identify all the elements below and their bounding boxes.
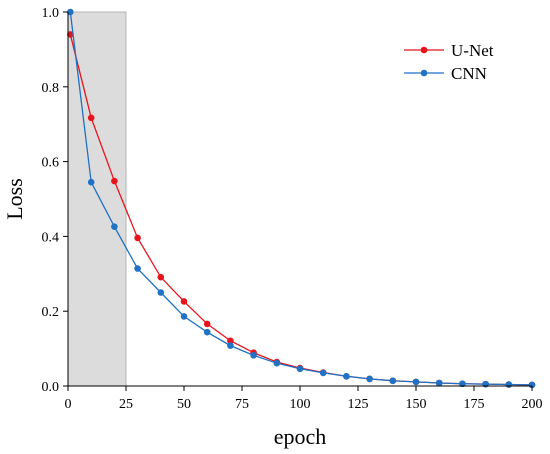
legend: U-Net CNN: [404, 41, 494, 83]
y-tick-label: 0.8: [42, 81, 60, 96]
data-point-u-net: [134, 234, 141, 242]
data-point-u-net: [227, 337, 234, 345]
x-tick-label: 175: [464, 397, 485, 412]
y-tick-label: 0.2: [42, 305, 60, 320]
ticks: 0 25 50 75 100 125 150 175 200 0.0 0.2 0.4 0.6 0.8 1.0: [42, 6, 543, 412]
x-axis-label: epoch: [274, 424, 327, 449]
x-tick-label: 200: [522, 397, 543, 412]
data-point-cnn: [366, 375, 373, 383]
y-tick-label: 1.0: [42, 6, 60, 21]
data-point-cnn: [87, 178, 95, 186]
data-point-cnn: [435, 379, 443, 387]
data-point-cnn: [250, 352, 257, 359]
y-axis-label: Loss: [2, 178, 27, 220]
data-point-cnn: [227, 342, 234, 349]
data-point-u-net: [203, 320, 211, 328]
legend-marker-u-net: [420, 46, 428, 54]
x-tick-label: 150: [406, 397, 427, 412]
data-point-cnn: [528, 381, 536, 389]
series-line-u-net: [69, 34, 533, 386]
data-point-u-net: [157, 273, 165, 281]
x-tick-label: 0: [65, 397, 72, 412]
data-point-cnn: [134, 265, 141, 272]
data-point-cnn: [203, 328, 211, 336]
x-tick-label: 125: [348, 397, 369, 412]
x-tick-label: 50: [177, 397, 191, 412]
data-point-u-net: [87, 114, 95, 122]
y-tick-label: 0.0: [42, 380, 60, 395]
x-tick-label: 25: [119, 397, 133, 412]
data-point-cnn: [505, 381, 513, 388]
legend-label-cnn: CNN: [451, 64, 487, 83]
data-point-u-net: [67, 31, 74, 38]
data-point-cnn: [67, 8, 74, 16]
data-point-cnn: [296, 365, 304, 373]
data-point-u-net: [111, 177, 118, 185]
x-tick-label: 100: [290, 397, 311, 412]
y-tick-label: 0.6: [42, 156, 60, 171]
data-point-cnn: [343, 372, 350, 380]
data-point-cnn: [412, 378, 420, 386]
data-point-cnn: [459, 380, 466, 388]
data-point-cnn: [157, 289, 165, 296]
data-point-u-net: [180, 298, 188, 305]
data-point-cnn: [180, 313, 188, 320]
legend-label-u-net: U-Net: [451, 41, 494, 60]
legend-marker-cnn: [420, 69, 428, 77]
data-point-cnn: [389, 377, 397, 385]
x-tick-label: 75: [235, 397, 249, 412]
y-tick-label: 0.4: [42, 230, 60, 245]
data-point-cnn: [111, 223, 118, 230]
data-point-cnn: [319, 369, 327, 377]
data-point-cnn: [273, 359, 281, 367]
